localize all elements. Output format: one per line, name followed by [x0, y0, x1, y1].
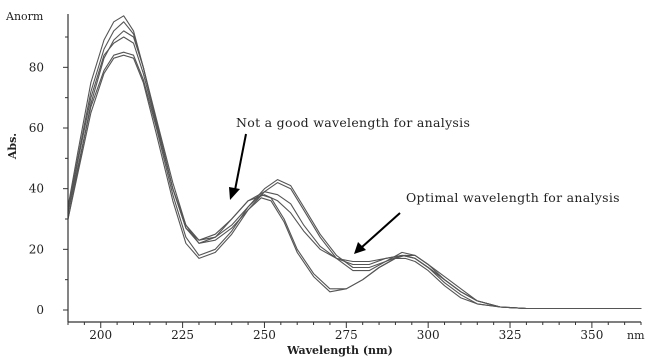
y-tick-label: 60 [29, 121, 44, 135]
y-axis-ticks: 0 20 40 60 80 [29, 36, 68, 317]
series-lines [67, 15, 642, 310]
spectrum-line-6 [67, 36, 642, 310]
spectrum-line-1 [67, 15, 642, 310]
spectrum-line-3 [67, 30, 642, 310]
annotation-not-good-wavelength: Not a good wavelength for analysis [236, 115, 470, 130]
y-tick-label: 40 [29, 182, 44, 196]
x-tick-label: 200 [89, 328, 112, 342]
x-tick-label: 250 [253, 328, 276, 342]
x-axis-title: Wavelength (nm) [286, 344, 393, 357]
x-tick-label: 225 [171, 328, 194, 342]
y-tick-label: 0 [36, 303, 44, 317]
y-tick-label: 80 [29, 60, 44, 74]
spectrum-line-2 [67, 21, 642, 310]
x-unit-label: nm [627, 329, 645, 342]
annotation-optimal-wavelength: Optimal wavelength for analysis [406, 190, 620, 205]
y-unit-label: Anorm [5, 10, 44, 23]
x-tick-label: 325 [499, 328, 522, 342]
spectrum-line-5 [67, 54, 642, 310]
y-tick-label: 20 [29, 242, 44, 256]
x-tick-label: 350 [580, 328, 603, 342]
arrow-optimal [354, 212, 401, 254]
spectrum-line-4 [67, 51, 642, 310]
x-tick-label: 300 [417, 328, 440, 342]
x-axis-ticks: 200225250275300325350375 [67, 322, 642, 342]
x-tick-label: 275 [335, 328, 358, 342]
arrow-not-good [229, 133, 247, 200]
y-axis-title: Abs. [6, 133, 19, 160]
